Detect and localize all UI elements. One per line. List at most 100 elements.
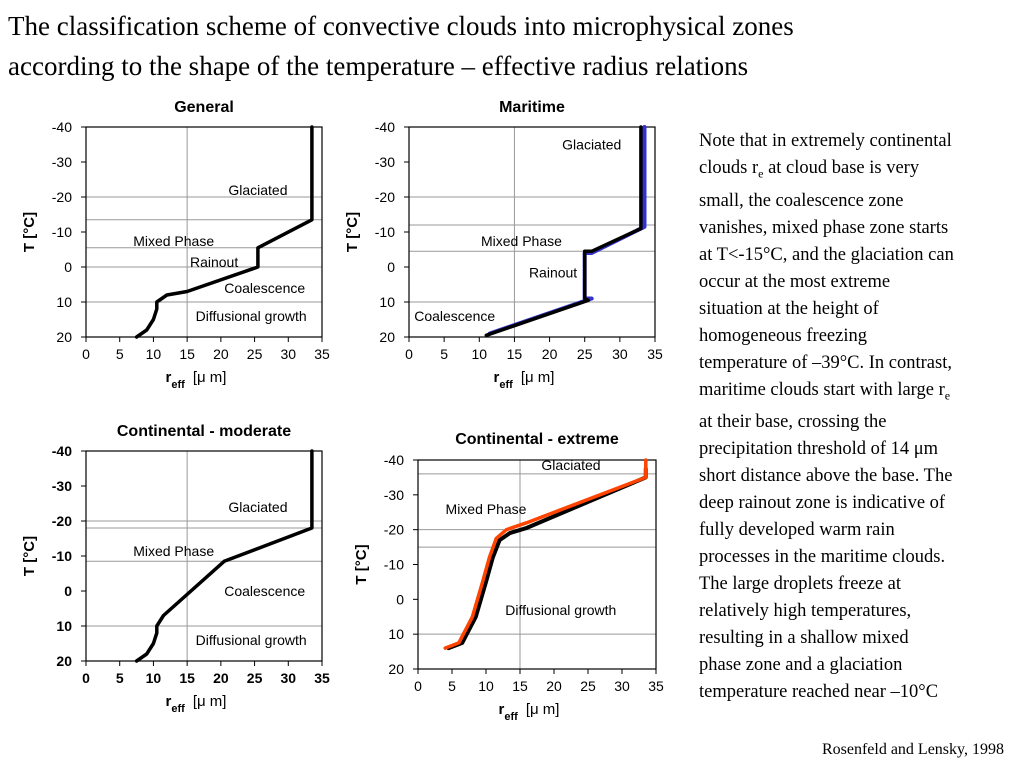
y-axis-label: T [°C] — [21, 536, 38, 576]
note-line: at their base, crossing the — [699, 412, 887, 433]
page-title: The classification scheme of convective … — [8, 6, 1018, 86]
y-tick-label: 10 — [56, 618, 72, 634]
zone-label: Coalescence — [224, 583, 305, 599]
zone-label: Rainout — [190, 254, 238, 270]
note-line: maritime clouds start with large re — [699, 379, 951, 403]
x-tick-label: 35 — [314, 670, 330, 686]
series-line — [484, 125, 643, 338]
note-line: resulting in a shallow mixed — [699, 628, 909, 649]
x-tick-label: 20 — [542, 346, 558, 362]
x-tick-label: 25 — [580, 678, 596, 694]
plot-frame — [417, 459, 657, 670]
zone-label: Diffusional growth — [505, 602, 616, 618]
title-line-1: The classification scheme of convective … — [8, 11, 794, 41]
x-tick-label: 0 — [82, 346, 90, 362]
chart-title: Continental - extreme — [455, 431, 619, 448]
chart-title: Continental - moderate — [117, 423, 291, 440]
y-tick-label: -40 — [375, 119, 395, 135]
note-line: at T<-15°C, and the glaciation can — [699, 244, 954, 265]
x-axis-label: reff [μ m] — [166, 693, 227, 715]
y-axis-label: T [°C] — [21, 212, 38, 252]
note-line: Note that in extremely continental — [699, 131, 952, 151]
x-tick-label: 35 — [314, 346, 330, 362]
x-tick-label: 35 — [648, 678, 664, 694]
note-line: precipitation threshold of 14 μm — [699, 439, 939, 460]
zone-label: Mixed Phase — [133, 233, 214, 249]
note-line: occur at the most extreme — [699, 271, 891, 292]
chart-title: Maritime — [499, 99, 565, 116]
note-line: temperature reached near –10°C — [699, 682, 939, 703]
zone-label: Glaciated — [228, 499, 287, 515]
x-tick-label: 10 — [471, 346, 487, 362]
chart-title: General — [174, 99, 234, 116]
zone-label: Glaciated — [228, 182, 287, 198]
note-line: deep rainout zone is indicative of — [699, 493, 946, 514]
chart-3: Continental - extreme -40 -30 -20 -10 0 10 20 0 5… — [353, 431, 664, 723]
y-tick-label: 20 — [379, 329, 395, 345]
y-tick-label: 0 — [64, 259, 72, 275]
zone-label: Glaciated — [562, 137, 621, 153]
x-tick-label: 5 — [448, 678, 456, 694]
y-tick-label: 20 — [388, 661, 404, 677]
x-tick-label: 10 — [146, 670, 162, 686]
y-tick-label: -40 — [52, 443, 72, 459]
y-tick-label: 10 — [388, 626, 404, 642]
y-tick-label: -10 — [384, 557, 404, 573]
y-tick-label: 20 — [56, 329, 72, 345]
series-line — [446, 466, 648, 651]
note-line: fully developed warm rain — [699, 520, 895, 541]
note-line: phase zone and a glaciation — [699, 655, 903, 676]
x-tick-label: 20 — [213, 346, 229, 362]
y-tick-label: -20 — [52, 189, 72, 205]
note-line: processes in the maritime clouds. — [699, 547, 946, 568]
note-line: vanishes, mixed phase zone starts — [699, 217, 949, 238]
series-line — [134, 125, 314, 339]
y-tick-label: -40 — [52, 119, 72, 135]
x-tick-label: 0 — [405, 346, 413, 362]
chart-2: Continental - moderate -40 -30 -20 -10 0 10 20 0… — [21, 423, 330, 715]
y-tick-label: 20 — [56, 653, 72, 669]
y-tick-label: -10 — [375, 224, 395, 240]
x-tick-label: 30 — [612, 346, 628, 362]
note-line: temperature of –39°C. In contrast, — [699, 352, 952, 373]
y-axis-label: T [°C] — [344, 212, 361, 252]
zone-label: Mixed Phase — [446, 501, 527, 517]
x-axis-label: reff [μ m] — [166, 369, 227, 391]
chart-1: Maritime -40 -30 -20 -10 0 10 20 0 5 10 15 20 25 30 35 T… — [344, 99, 663, 391]
zone-label: Coalescence — [224, 280, 305, 296]
x-tick-label: 25 — [577, 346, 593, 362]
series-line — [134, 449, 314, 663]
x-tick-label: 20 — [546, 678, 562, 694]
zone-label: Rainout — [529, 264, 577, 280]
zone-label: Coalescence — [414, 308, 495, 324]
x-tick-label: 30 — [280, 346, 296, 362]
x-tick-label: 25 — [247, 346, 263, 362]
zone-label: Mixed Phase — [481, 233, 562, 249]
y-tick-label: -10 — [52, 548, 72, 564]
y-tick-label: 0 — [64, 583, 72, 599]
y-tick-label: -30 — [384, 487, 404, 503]
series-line — [487, 125, 647, 336]
x-tick-label: 30 — [280, 670, 296, 686]
x-tick-label: 15 — [507, 346, 523, 362]
note-line: short distance above the base. The — [699, 466, 953, 487]
note-line: situation at the height of — [699, 298, 879, 319]
zone-label: Mixed Phase — [133, 543, 214, 559]
note-line: clouds re at cloud base is very — [699, 158, 920, 181]
y-tick-label: -30 — [52, 154, 72, 170]
x-tick-label: 5 — [116, 346, 124, 362]
explanatory-note: Note that in extremely continental clouds… — [699, 128, 1017, 706]
y-tick-label: -20 — [375, 189, 395, 205]
y-tick-label: -30 — [52, 478, 72, 494]
y-axis-label: T [°C] — [353, 544, 370, 584]
y-tick-label: -20 — [384, 522, 404, 538]
x-tick-label: 15 — [179, 346, 195, 362]
x-tick-label: 20 — [213, 670, 229, 686]
x-tick-label: 30 — [614, 678, 630, 694]
zone-label: Glaciated — [541, 457, 600, 473]
series-line — [443, 458, 648, 650]
x-tick-label: 5 — [116, 670, 124, 686]
zone-label: Diffusional growth — [196, 632, 307, 648]
x-axis-label: reff [μ m] — [494, 369, 555, 391]
